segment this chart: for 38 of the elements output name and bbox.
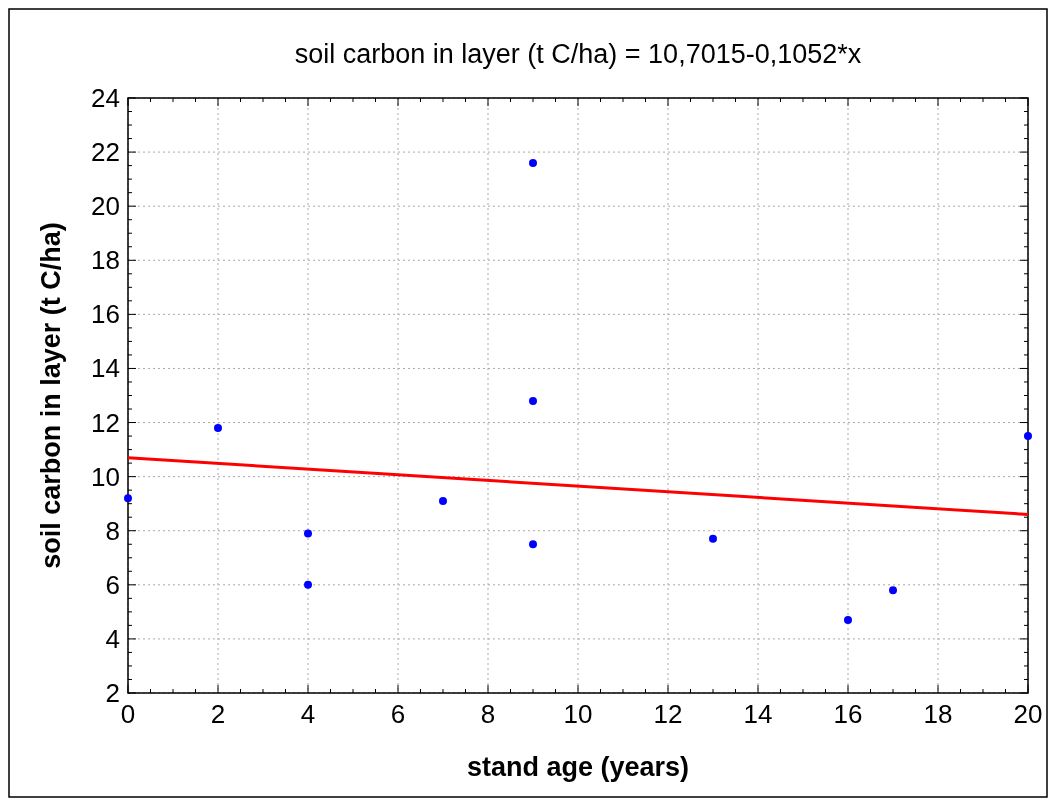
point (709, 534, 717, 543)
x-tick-label: 10 (563, 699, 593, 729)
y-tick-label: 10 (91, 461, 120, 492)
point (844, 616, 852, 624)
y-tick-label: 12 (91, 407, 120, 438)
x-tick-label: 0 (120, 699, 136, 729)
point (889, 586, 897, 595)
x-tick-label: 8 (480, 699, 496, 729)
point (124, 494, 132, 503)
x-tick-label: 4 (300, 699, 316, 729)
y-tick-label: 2 (105, 678, 120, 708)
point (304, 580, 312, 589)
y-tick-label: 20 (91, 191, 120, 222)
x-tick-label: 6 (390, 699, 406, 729)
y-axis-title: soil carbon in layer (t C/ha) (36, 222, 66, 569)
point (439, 497, 447, 505)
y-tick-label: 18 (91, 245, 120, 276)
point (529, 158, 537, 167)
y-tick-label: 14 (91, 353, 120, 384)
x-tick-label: 12 (653, 699, 683, 729)
x-tick-label: 2 (210, 699, 226, 729)
x-tick-label: 16 (833, 699, 863, 729)
point (304, 529, 312, 538)
y-tick-label: 22 (91, 137, 120, 168)
y-tick-label: 24 (91, 83, 120, 113)
x-tick-label: 18 (923, 699, 953, 729)
point (1024, 432, 1032, 441)
x-tick-label: 14 (743, 699, 773, 729)
x-axis-title: stand age (years) (466, 752, 690, 782)
point (214, 423, 222, 432)
y-tick-label: 8 (105, 515, 120, 546)
y-tick-label: 6 (105, 569, 120, 600)
x-tick-label: 20 (1013, 699, 1043, 729)
point (529, 540, 537, 549)
chart-title: soil carbon in layer (t C/ha) = 10,7015-0,1052*x (294, 39, 862, 69)
point (529, 396, 537, 405)
y-tick-label: 4 (105, 623, 120, 654)
y-tick-label: 16 (91, 299, 120, 330)
